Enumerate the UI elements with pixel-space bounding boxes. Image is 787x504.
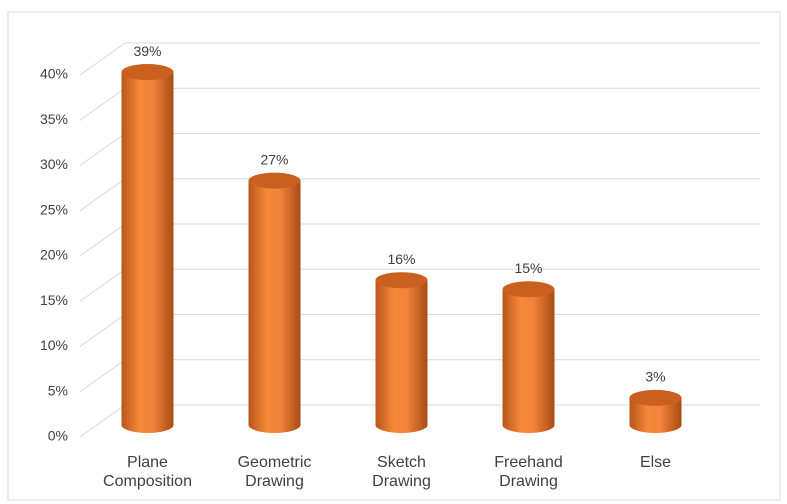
y-tick-label: 10%	[40, 337, 68, 353]
y-tick-label: 25%	[40, 201, 68, 217]
value-label: 16%	[387, 251, 415, 267]
grid-line	[79, 223, 760, 257]
cylinder-body	[375, 280, 428, 433]
chart-frame	[7, 11, 781, 501]
cylinder	[248, 172, 301, 433]
y-tick-label: 5%	[48, 382, 68, 398]
grid-line	[79, 87, 760, 121]
y-tick-label: 20%	[40, 247, 68, 263]
cylinder-top	[121, 64, 174, 81]
cylinder	[375, 272, 428, 433]
cylinder-top	[375, 272, 428, 289]
cylinder-top	[502, 281, 555, 298]
value-label: 27%	[260, 151, 288, 167]
y-tick-label: 30%	[40, 156, 68, 172]
y-tick-label: 40%	[40, 66, 68, 82]
cylinder-body	[121, 72, 174, 434]
y-tick-label: 35%	[40, 111, 68, 127]
grid-line	[79, 178, 760, 212]
y-tick-label: 0%	[48, 428, 68, 444]
x-tick-label: Geometric Drawing	[237, 454, 312, 490]
cylinder-top	[248, 172, 301, 189]
cylinder-top	[629, 389, 682, 406]
cylinder	[629, 389, 682, 433]
cylinder-body	[248, 180, 301, 433]
cylinder-body	[502, 289, 555, 433]
x-tick-label: Else	[639, 454, 672, 471]
x-tick-label: Sketch Drawing	[372, 454, 431, 490]
grid-line	[79, 133, 760, 166]
cylinder	[121, 64, 174, 434]
grid-line	[79, 42, 760, 76]
x-tick-label: Plane Composition	[103, 454, 192, 490]
y-tick-label: 15%	[40, 292, 68, 308]
value-label: 39%	[133, 43, 161, 59]
cylinder	[502, 281, 555, 433]
x-tick-label: Freehand Drawing	[494, 454, 563, 490]
value-label: 15%	[514, 260, 542, 276]
value-label: 3%	[645, 369, 665, 385]
cylinder-body	[629, 397, 682, 433]
